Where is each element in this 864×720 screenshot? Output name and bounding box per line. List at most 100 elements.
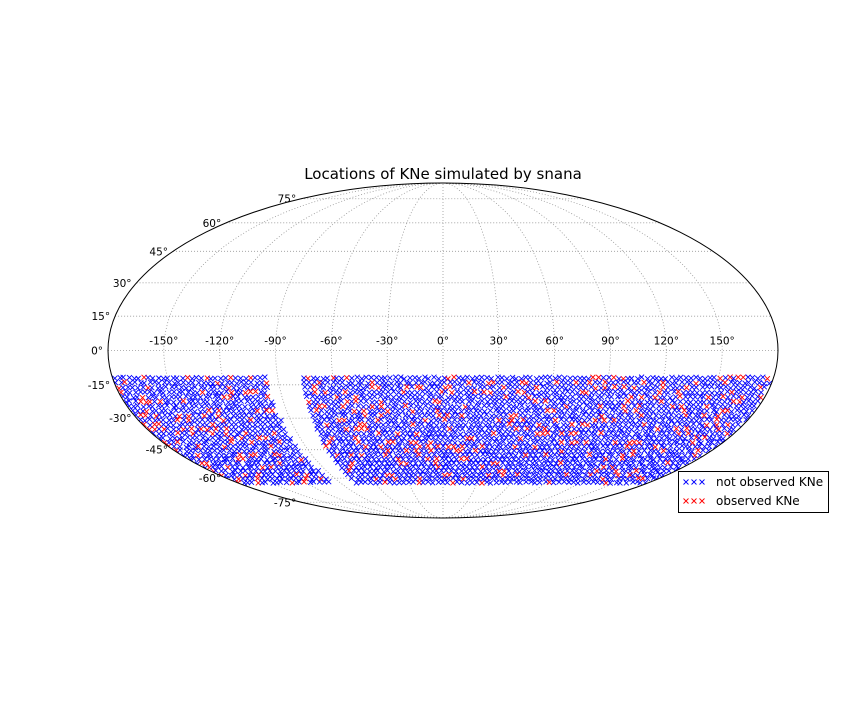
- not-observed-kne-point: [666, 468, 672, 474]
- not-observed-kne-point: [525, 407, 532, 414]
- not-observed-kne-point: [534, 439, 541, 445]
- not-observed-kne-point: [603, 408, 609, 415]
- observed-kne-point: [317, 476, 324, 482]
- not-observed-kne-point: [571, 452, 578, 459]
- not-observed-kne-point: [201, 443, 207, 450]
- not-observed-kne-point: [560, 455, 567, 462]
- not-observed-kne-point: [424, 389, 431, 395]
- not-observed-kne-point: [237, 468, 244, 474]
- observed-kne-point: [677, 393, 683, 399]
- not-observed-kne-point: [149, 393, 156, 400]
- not-observed-kne-point: [211, 384, 218, 390]
- not-observed-kne-point: [297, 463, 303, 470]
- not-observed-kne-point: [361, 447, 367, 454]
- observed-kne-point: [361, 421, 368, 428]
- not-observed-kne-point: [616, 403, 622, 409]
- not-observed-kne-point: [449, 412, 456, 419]
- not-observed-kne-point: [751, 403, 757, 409]
- observed-kne-point: [519, 379, 526, 385]
- not-observed-kne-point: [422, 374, 428, 381]
- not-observed-kne-point: [443, 456, 449, 462]
- not-observed-kne-point: [218, 390, 225, 396]
- not-observed-kne-point: [334, 379, 341, 386]
- not-observed-kne-point: [550, 479, 557, 486]
- not-observed-kne-point: [192, 447, 199, 454]
- not-observed-kne-point: [411, 443, 417, 450]
- not-observed-kne-point: [358, 416, 365, 423]
- not-observed-kne-point: [430, 434, 437, 441]
- not-observed-kne-point: [517, 479, 523, 486]
- not-observed-kne-point: [232, 375, 239, 381]
- observed-kne-point: [433, 455, 440, 462]
- not-observed-kne-point: [518, 402, 525, 409]
- not-observed-kne-point: [524, 430, 531, 437]
- not-observed-kne-point: [258, 389, 264, 395]
- not-observed-kne-point: [217, 375, 224, 382]
- not-observed-kne-point: [683, 416, 690, 423]
- not-observed-kne-point: [713, 408, 720, 415]
- not-observed-kne-point: [526, 468, 532, 475]
- not-observed-kne-point: [391, 480, 398, 486]
- not-observed-kne-point: [642, 456, 648, 462]
- not-observed-kne-point: [310, 468, 317, 474]
- not-observed-kne-point: [308, 464, 314, 471]
- not-observed-kne-point: [492, 421, 499, 428]
- not-observed-kne-point: [382, 426, 388, 433]
- not-observed-kne-point: [416, 398, 423, 405]
- not-observed-kne-point: [407, 434, 413, 441]
- observed-kne-point: [384, 408, 391, 415]
- not-observed-kne-point: [350, 384, 356, 391]
- not-observed-kne-point: [241, 383, 247, 390]
- observed-kne-point: [195, 452, 201, 459]
- not-observed-kne-point: [650, 408, 657, 415]
- not-observed-kne-point: [240, 475, 246, 482]
- not-observed-kne-point: [715, 394, 722, 400]
- y-tick-label: 0°: [91, 346, 103, 358]
- not-observed-kne-point: [527, 374, 533, 381]
- not-observed-kne-point: [205, 443, 212, 450]
- not-observed-kne-point: [549, 439, 555, 445]
- not-observed-kne-point: [544, 457, 551, 463]
- not-observed-kne-point: [627, 455, 634, 462]
- not-observed-kne-point: [466, 438, 473, 445]
- observed-kne-point: [174, 438, 181, 445]
- not-observed-kne-point: [473, 444, 480, 451]
- not-observed-kne-point: [489, 425, 495, 432]
- not-observed-kne-point: [509, 475, 515, 482]
- not-observed-kne-point: [235, 393, 241, 400]
- not-observed-kne-point: [636, 448, 642, 454]
- observed-kne-point: [764, 375, 771, 382]
- not-observed-kne-point: [196, 456, 202, 463]
- not-observed-kne-point: [630, 479, 636, 485]
- observed-kne-point: [568, 430, 574, 437]
- not-observed-kne-point: [643, 434, 650, 441]
- not-observed-kne-point: [187, 407, 194, 414]
- not-observed-kne-point: [362, 479, 368, 485]
- not-observed-kne-point: [550, 430, 557, 437]
- not-observed-kne-point: [587, 404, 594, 410]
- not-observed-kne-point: [650, 403, 656, 409]
- not-observed-kne-point: [366, 422, 373, 429]
- not-observed-kne-point: [342, 412, 349, 418]
- not-observed-kne-point: [498, 411, 504, 418]
- not-observed-kne-point: [229, 464, 236, 470]
- observed-kne-point: [630, 448, 637, 455]
- not-observed-kne-point: [437, 430, 444, 437]
- not-observed-kne-point: [374, 467, 381, 474]
- not-observed-kne-point: [229, 455, 236, 462]
- not-observed-kne-point: [435, 479, 442, 485]
- not-observed-kne-point: [600, 443, 606, 449]
- not-observed-kne-point: [196, 412, 202, 418]
- not-observed-kne-point: [272, 443, 279, 449]
- not-observed-kne-point: [606, 463, 613, 470]
- not-observed-kne-point: [277, 455, 284, 462]
- not-observed-kne-point: [509, 379, 515, 385]
- not-observed-kne-point: [480, 417, 487, 423]
- not-observed-kne-point: [179, 421, 186, 428]
- not-observed-kne-point: [184, 434, 191, 441]
- longitude-tick-labels: -150° -120° -90° -60° -30° 0° 30° 60° 90° 120° 150…: [149, 336, 735, 348]
- not-observed-kne-point: [319, 426, 325, 433]
- not-observed-kne-point: [660, 459, 666, 466]
- not-observed-kne-point: [252, 404, 259, 410]
- observed-kne-point: [515, 388, 521, 395]
